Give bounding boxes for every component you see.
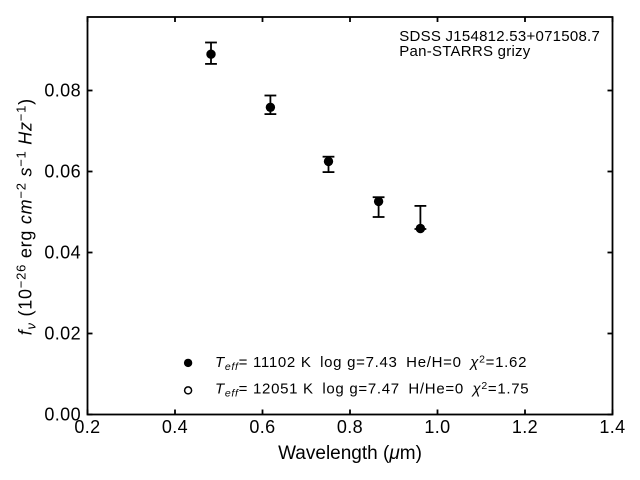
svg-text:Teff= 12051 K log g=7.47 H/H: Teff= 12051 K log g=7.47 H/He=0 χ2=1.75 xyxy=(215,380,529,400)
svg-text:0.4: 0.4 xyxy=(162,417,188,437)
svg-text:1.2: 1.2 xyxy=(512,417,538,437)
svg-text:0.08: 0.08 xyxy=(44,81,81,101)
svg-text:0.02: 0.02 xyxy=(44,324,81,344)
svg-text:Teff= 11102 K log g=7.43 He/: Teff= 11102 K log g=7.43 He/H=0 χ2=1.62 xyxy=(215,354,527,374)
svg-text:Pan-STARRS grizy: Pan-STARRS grizy xyxy=(399,43,531,60)
svg-text:0.8: 0.8 xyxy=(337,417,363,437)
svg-text:Wavelength (μm): Wavelength (μm) xyxy=(278,443,422,464)
svg-text:fν (10−26 erg cm−2 s−1 Hz−1): fν (10−26 erg cm−2 s−1 Hz−1) xyxy=(13,98,38,335)
svg-text:SDSS J154812.53+071508.7: SDSS J154812.53+071508.7 xyxy=(399,28,600,45)
svg-text:0.00: 0.00 xyxy=(44,405,81,425)
svg-text:0.6: 0.6 xyxy=(249,417,275,437)
svg-text:0.04: 0.04 xyxy=(44,243,81,263)
svg-text:1.0: 1.0 xyxy=(424,417,450,437)
svg-text:0.2: 0.2 xyxy=(74,417,100,437)
svg-text:1.4: 1.4 xyxy=(599,417,625,437)
svg-text:0.06: 0.06 xyxy=(44,162,81,182)
